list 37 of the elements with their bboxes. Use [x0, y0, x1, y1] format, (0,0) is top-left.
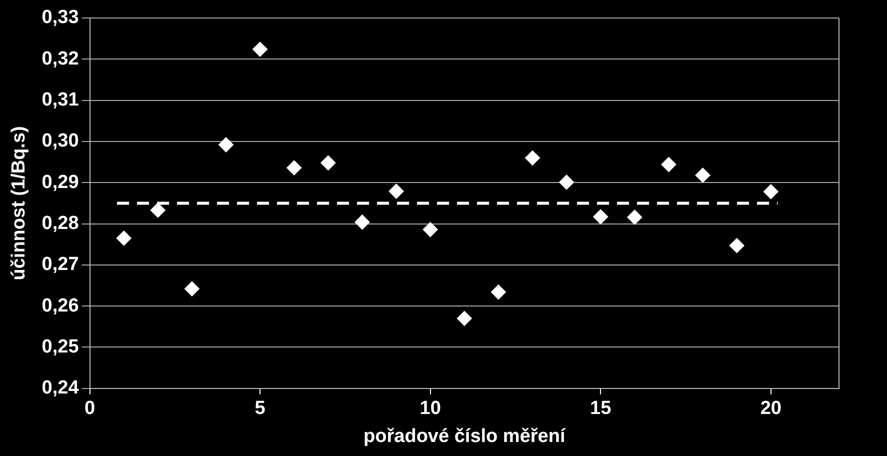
point	[320, 155, 336, 170]
y-tick-label: 0,29	[42, 172, 79, 193]
point	[150, 202, 166, 218]
x-tick-label: 0	[84, 398, 96, 420]
point	[695, 168, 710, 183]
point	[252, 42, 268, 57]
y-tick-label: 0,31	[42, 90, 80, 111]
y-tick-label: 0,24	[42, 378, 80, 399]
point	[354, 214, 370, 230]
x-tick-label: 10	[420, 398, 441, 420]
point	[661, 157, 676, 172]
point	[184, 281, 200, 296]
y-tick-label: 0,26	[42, 295, 79, 316]
point	[559, 174, 574, 190]
point	[627, 210, 642, 225]
y-tick-label: 0,30	[42, 130, 79, 152]
y-axis-title: účinnost (1/Bq.s)	[8, 126, 30, 280]
y-tick-label: 0,25	[42, 336, 80, 358]
point	[218, 137, 234, 152]
point	[763, 184, 778, 200]
y-tick-label: 0,33	[42, 7, 79, 28]
point	[422, 222, 438, 238]
y-tick-label: 0,28	[42, 213, 79, 234]
x-tick-label: 20	[760, 398, 782, 420]
point	[490, 284, 506, 300]
y-tick-label: 0,27	[42, 254, 79, 276]
point	[116, 230, 132, 246]
point	[593, 209, 608, 224]
y-tick-label: 0,32	[42, 48, 79, 70]
x-axis-title: pořadové číslo měření	[364, 426, 566, 447]
point	[729, 238, 744, 254]
point	[525, 150, 540, 166]
point	[388, 184, 404, 199]
x-tick-label: 15	[590, 398, 612, 420]
x-tick-label: 5	[254, 398, 266, 420]
point	[456, 310, 472, 326]
point	[286, 160, 302, 176]
